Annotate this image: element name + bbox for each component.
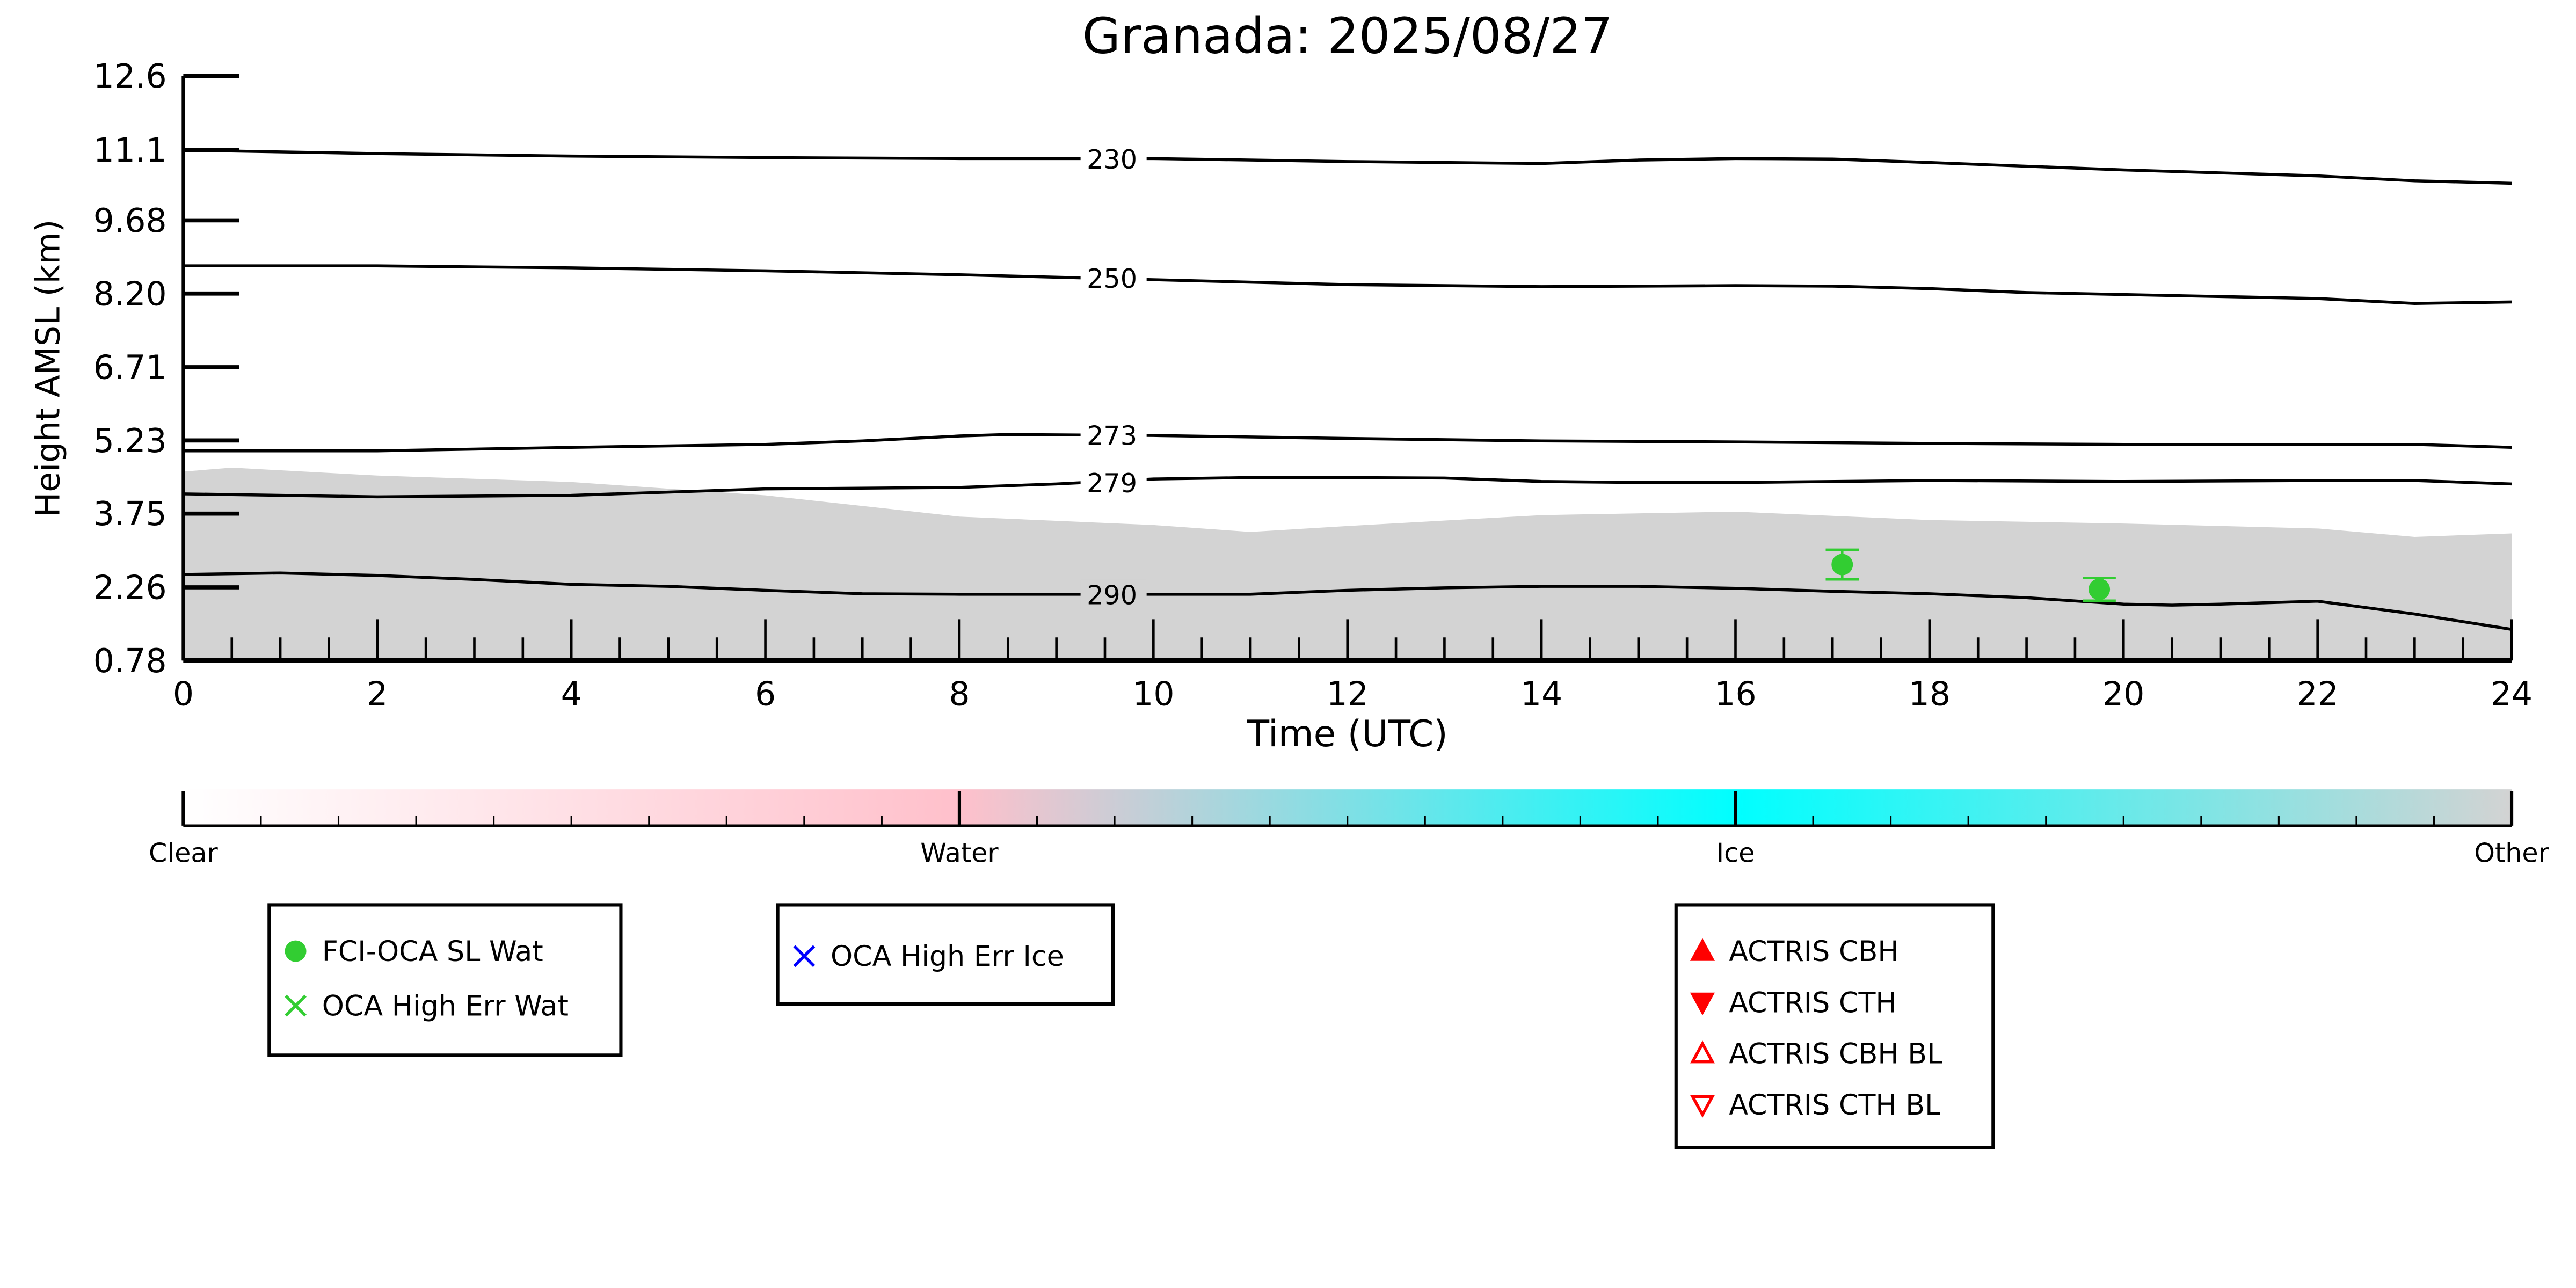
colorbar-label: Water	[920, 837, 999, 868]
plot-area: 0 2 4 6 8 10 12 14 16 18 20 22 240.782.263.755.236.7…	[93, 57, 2533, 713]
legend-box	[1674, 903, 1995, 1149]
y-tick-label: 12.6	[93, 57, 167, 96]
contour-label: 273	[1087, 420, 1137, 452]
x-tick-label: 2	[367, 674, 388, 713]
legend-triangle-up-icon	[1690, 1040, 1715, 1064]
y-tick-label: 2.26	[93, 568, 167, 607]
colorbar-label: Other	[2474, 837, 2549, 868]
x-axis-label: Time (UTC)	[1247, 712, 1448, 755]
x-tick-label: 0	[173, 674, 194, 713]
contour-line-290	[183, 571, 2512, 631]
contour-label-bg	[1080, 579, 1147, 609]
legend-box	[776, 903, 1115, 1006]
legend-x-marker-icon	[285, 994, 307, 1017]
colorbar: Clear Water Ice Other	[149, 789, 2550, 868]
contour-label-bg	[1080, 420, 1147, 450]
x-tick-label: 10	[1132, 674, 1174, 713]
y-axis-label: Height AMSL (km)	[29, 220, 68, 517]
contour-label: 290	[1087, 579, 1137, 610]
contour-line-230	[183, 148, 2512, 185]
x-tick-label: 16	[1714, 674, 1756, 713]
legend-label: ACTRIS CBH BL	[1729, 1038, 1942, 1071]
legend-triangle-up-icon	[1690, 938, 1715, 961]
legend-label: ACTRIS CTH BL	[1729, 1089, 1940, 1122]
colorbar-label: Clear	[149, 837, 218, 868]
x-tick-label: 20	[2102, 674, 2144, 713]
y-tick-label: 5.23	[93, 421, 167, 460]
x-tick-label: 4	[561, 674, 582, 713]
x-tick-label: 22	[2297, 674, 2339, 713]
legend-label: OCA High Err Ice	[831, 940, 1064, 973]
contour-line-250	[183, 264, 2512, 305]
legend-circle-marker-icon	[285, 940, 307, 962]
contour-label-bg	[1080, 263, 1147, 293]
contour-line-279	[183, 476, 2512, 499]
data-point	[2089, 578, 2111, 600]
colorbar-label: Ice	[1716, 837, 1755, 868]
legend-label: OCA High Err Wat	[322, 990, 569, 1023]
x-tick-label: 24	[2491, 674, 2533, 713]
contour-label-bg	[1080, 143, 1147, 173]
contour-label: 279	[1087, 468, 1137, 499]
contour-line-273	[183, 433, 2512, 453]
y-tick-label: 3.75	[93, 494, 167, 533]
y-tick-label: 0.78	[93, 642, 167, 680]
data-point	[1831, 554, 1853, 576]
x-tick-label: 18	[1909, 674, 1951, 713]
y-tick-label: 8.20	[93, 274, 167, 313]
legends: FCI-OCA SL Wat OCA High Err Wat OCA High E…	[267, 903, 1995, 1149]
contour-label-bg	[1080, 467, 1147, 498]
x-tick-label: 14	[1520, 674, 1562, 713]
x-tick-label: 12	[1327, 674, 1369, 713]
x-tick-label: 6	[755, 674, 776, 713]
y-tick-label: 6.71	[93, 348, 167, 387]
cloud-mask-area	[183, 468, 2512, 661]
contour-label: 230	[1087, 144, 1137, 175]
y-tick-label: 9.68	[93, 201, 167, 240]
y-tick-label: 11.1	[93, 131, 167, 170]
legend-label: ACTRIS CBH	[1729, 935, 1898, 968]
legend-x-marker-icon	[793, 945, 816, 967]
contour-label: 250	[1087, 263, 1137, 294]
x-tick-label: 8	[949, 674, 970, 713]
legend-box	[267, 903, 623, 1057]
legend-triangle-down-icon	[1690, 1095, 1715, 1118]
legend-label: ACTRIS CTH	[1729, 986, 1897, 1019]
chart-title: Granada: 2025/08/27	[1082, 6, 1613, 64]
legend-triangle-down-icon	[1690, 992, 1715, 1016]
legend-label: FCI-OCA SL Wat	[322, 935, 543, 968]
